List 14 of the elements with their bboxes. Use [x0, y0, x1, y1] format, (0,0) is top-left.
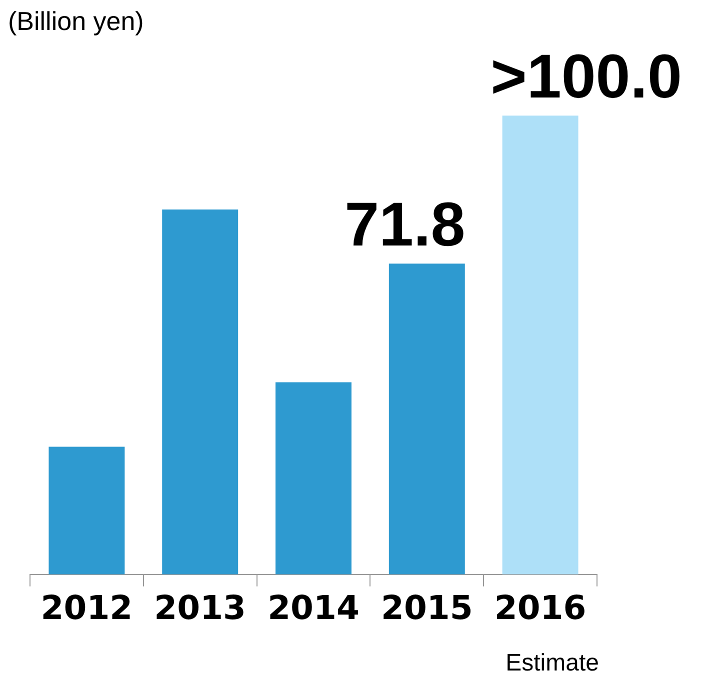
x-tick-label: 2013: [154, 588, 246, 627]
data-label: >100.0: [490, 42, 682, 112]
x-tick-label: 2014: [268, 588, 360, 627]
bar: [276, 382, 352, 574]
x-tick-label: 2015: [380, 588, 473, 627]
bar: [162, 210, 238, 574]
bar: [388, 264, 465, 574]
bar: [48, 446, 125, 574]
x-tick-label: 2016: [494, 588, 586, 627]
x-tick-label: 2012: [40, 588, 133, 627]
text: Estimate: [506, 650, 599, 677]
data-label: 71.8: [344, 190, 466, 260]
y-axis-title: (Billion yen): [8, 6, 144, 36]
bar: [502, 116, 578, 574]
